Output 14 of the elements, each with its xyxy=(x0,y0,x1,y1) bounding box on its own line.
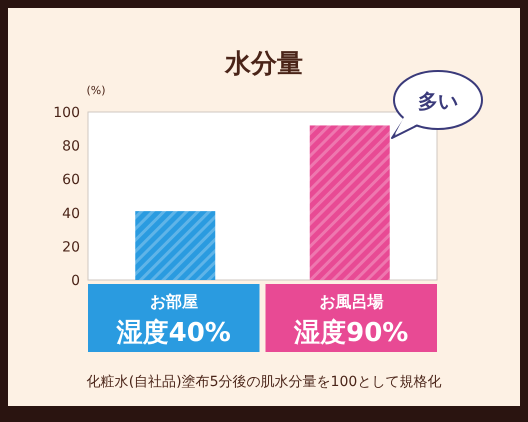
chart-title: 水分量 xyxy=(224,49,303,79)
text: 化粧水(自社品)塗布5分後の肌水分量を100として規格化 xyxy=(86,374,442,390)
y-tick-label: 60 xyxy=(62,172,80,188)
y-tick-label: 40 xyxy=(62,206,80,222)
y-tick-label: 100 xyxy=(53,105,80,121)
text: 湿度90% xyxy=(293,318,408,348)
y-tick-label: 0 xyxy=(71,273,80,289)
x-tick-label: お風呂場 xyxy=(319,292,384,311)
x-tick-label: お部屋 xyxy=(150,292,198,311)
y-tick-label: 80 xyxy=(62,138,80,155)
text: 湿度40% xyxy=(116,318,231,348)
annotation: 多い xyxy=(418,89,458,113)
y-axis-title: (%) xyxy=(86,84,106,97)
y-tick-label: 20 xyxy=(62,239,80,256)
